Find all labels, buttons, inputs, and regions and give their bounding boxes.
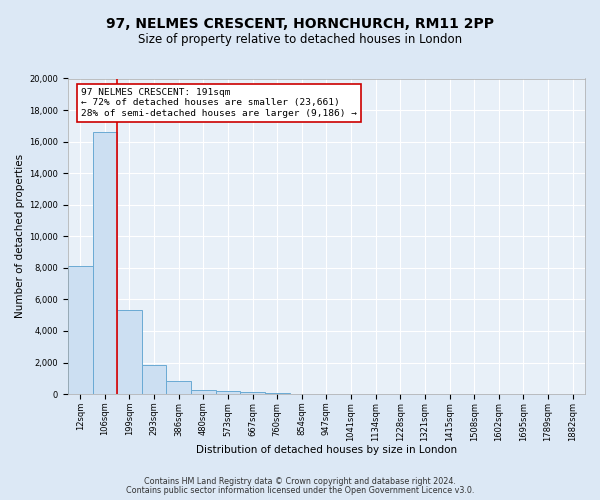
Y-axis label: Number of detached properties: Number of detached properties bbox=[15, 154, 25, 318]
Text: Size of property relative to detached houses in London: Size of property relative to detached ho… bbox=[138, 32, 462, 46]
Bar bbox=[191, 390, 215, 394]
Bar bbox=[166, 382, 191, 394]
Bar bbox=[142, 365, 166, 394]
Text: Contains public sector information licensed under the Open Government Licence v3: Contains public sector information licen… bbox=[126, 486, 474, 495]
X-axis label: Distribution of detached houses by size in London: Distribution of detached houses by size … bbox=[196, 445, 457, 455]
Text: 97 NELMES CRESCENT: 191sqm
← 72% of detached houses are smaller (23,661)
28% of : 97 NELMES CRESCENT: 191sqm ← 72% of deta… bbox=[81, 88, 357, 118]
Bar bbox=[240, 392, 265, 394]
Text: Contains HM Land Registry data © Crown copyright and database right 2024.: Contains HM Land Registry data © Crown c… bbox=[144, 477, 456, 486]
Bar bbox=[92, 132, 117, 394]
Bar bbox=[68, 266, 92, 394]
Text: 97, NELMES CRESCENT, HORNCHURCH, RM11 2PP: 97, NELMES CRESCENT, HORNCHURCH, RM11 2P… bbox=[106, 18, 494, 32]
Bar bbox=[117, 310, 142, 394]
Bar bbox=[265, 393, 290, 394]
Bar bbox=[215, 392, 240, 394]
